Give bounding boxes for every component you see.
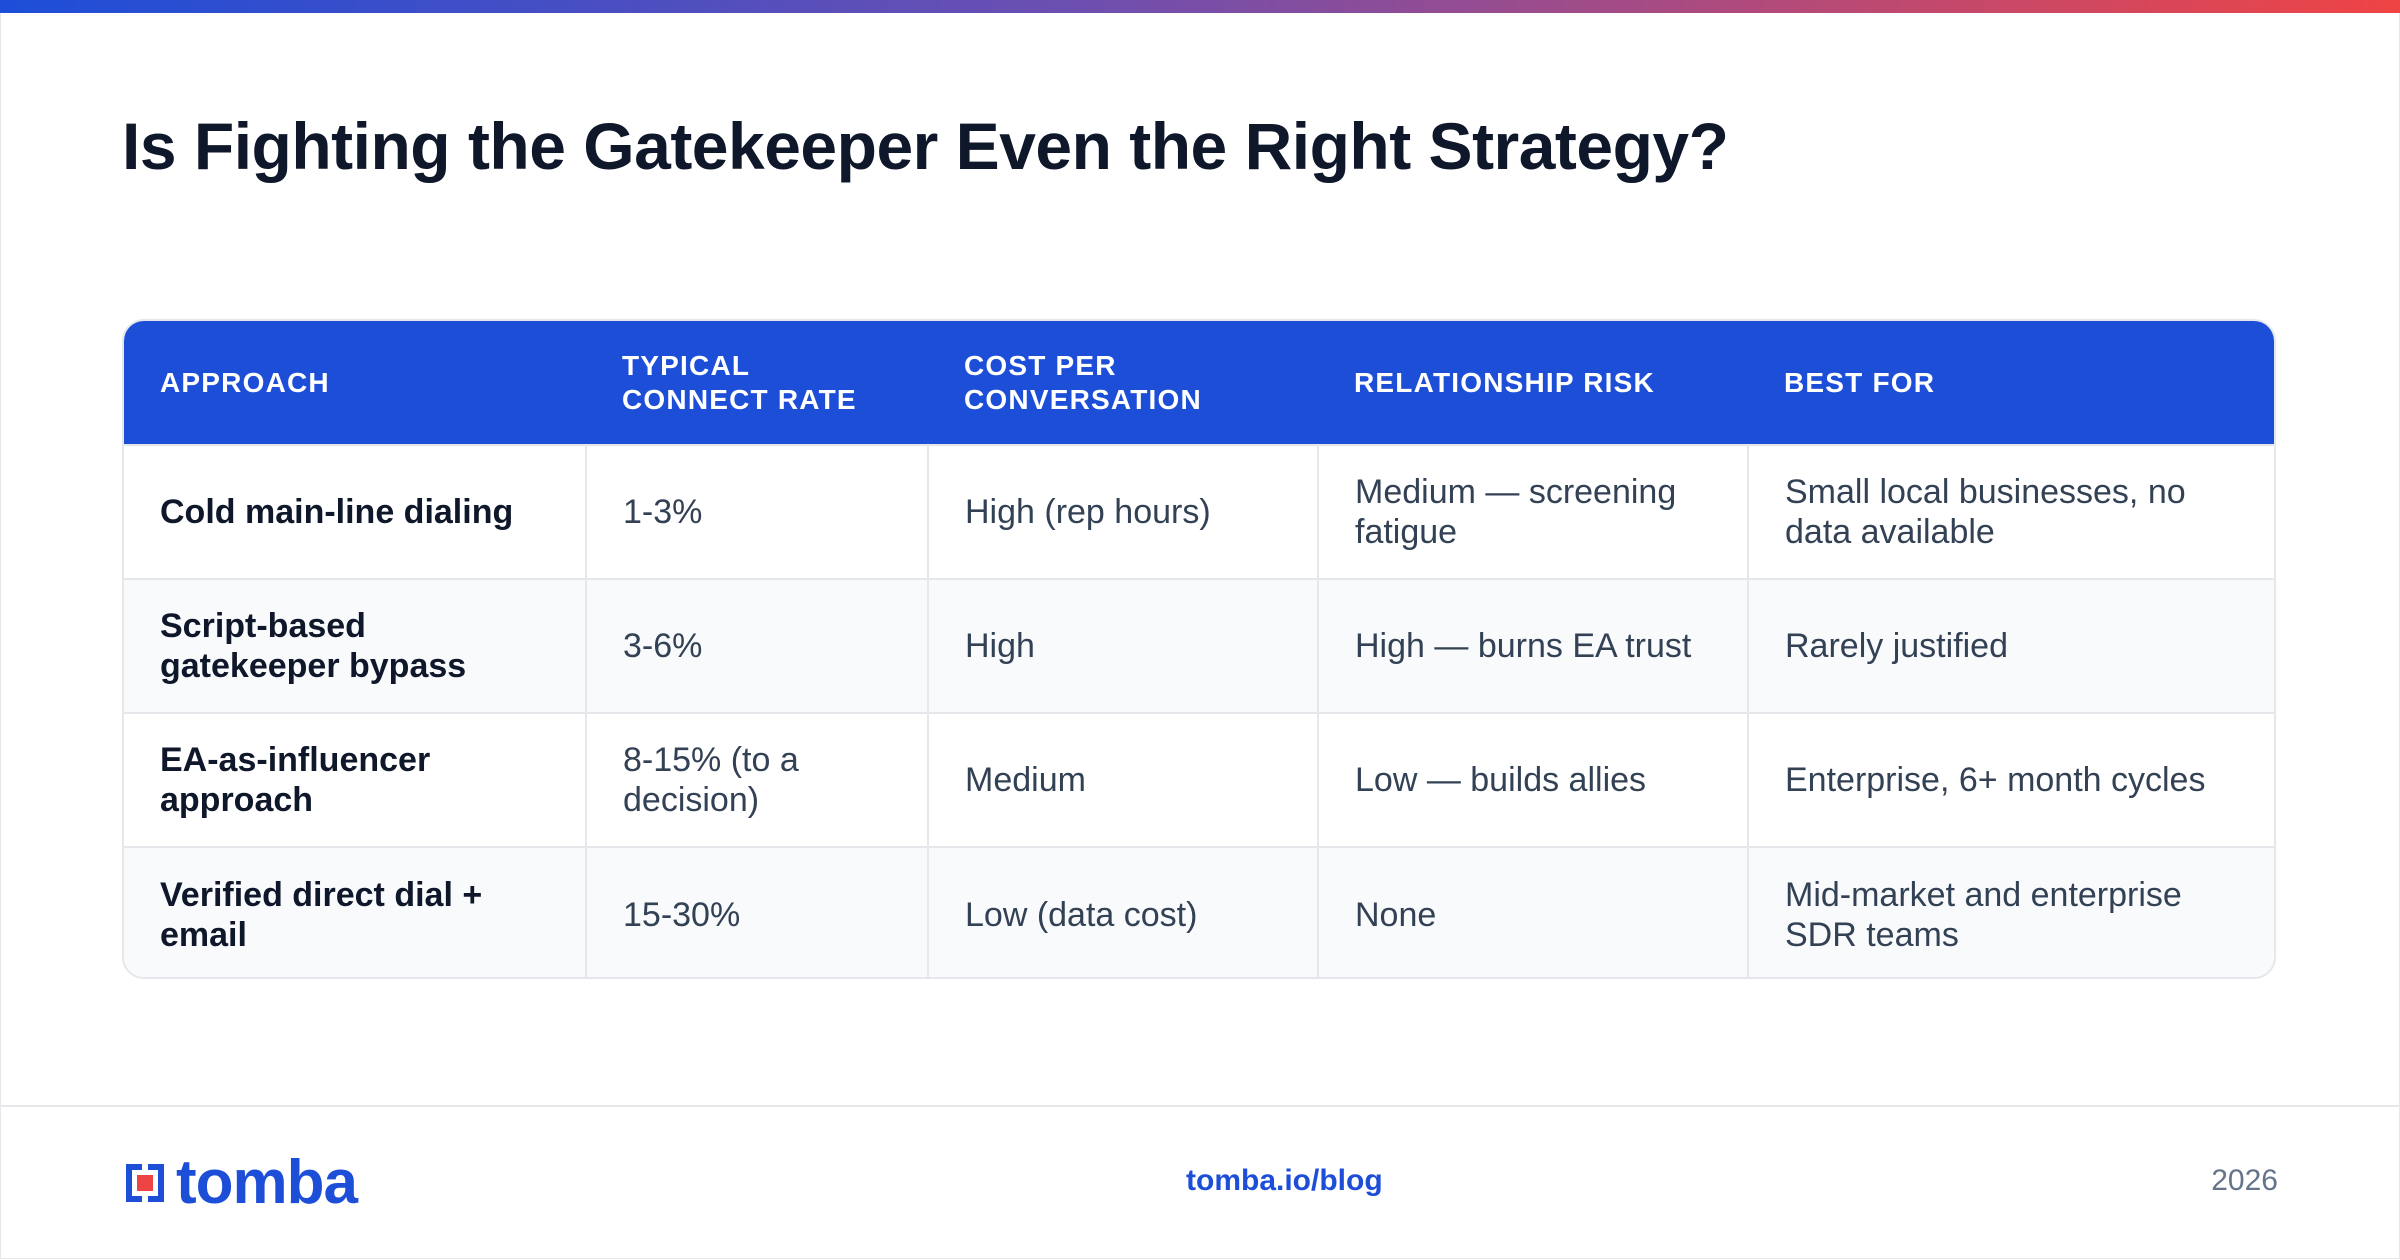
page-title: Is Fighting the Gatekeeper Even the Righ…: [122, 109, 1729, 183]
cell-approach: Verified direct dial + email: [124, 846, 586, 977]
cell-connect-rate: 15-30%: [585, 846, 928, 977]
header-cost: COST PER CONVERSATION: [964, 349, 1202, 415]
cell-approach: Script-based gatekeeper bypass: [124, 578, 586, 713]
approach-table: APPROACH TYPICAL CONNECT RATE COST PER C…: [124, 321, 2274, 977]
table-row: Verified direct dial + email 15-30% Low …: [124, 846, 2274, 977]
header-best-for: BEST FOR: [1784, 366, 1936, 398]
cell-risk: Low — builds allies: [1317, 712, 1748, 847]
cell-approach: EA-as-influencer approach: [124, 712, 586, 847]
cell-best-for: Rarely justified: [1747, 578, 2274, 713]
tomba-logo[interactable]: tomba: [122, 1148, 358, 1217]
cell-approach: Cold main-line dialing: [124, 444, 586, 579]
tomba-logo-icon: [122, 1160, 168, 1206]
cell-cost: High: [927, 578, 1318, 713]
blog-link[interactable]: tomba.io/blog: [1186, 1164, 1383, 1197]
header-approach: APPROACH: [160, 366, 330, 398]
header-risk: RELATIONSHIP RISK: [1354, 366, 1655, 398]
cell-best-for: Mid-market and enterprise SDR teams: [1747, 846, 2274, 977]
cell-cost: High (rep hours): [927, 444, 1318, 579]
footer-year: 2026: [2211, 1164, 2278, 1197]
cell-risk: Medium — screening fatigue: [1317, 444, 1748, 579]
comparison-table: APPROACH TYPICAL CONNECT RATE COST PER C…: [122, 319, 2276, 979]
header-connect-rate: TYPICAL CONNECT RATE: [622, 349, 857, 415]
cell-best-for: Enterprise, 6+ month cycles: [1747, 712, 2274, 847]
table-row: Cold main-line dialing 1-3% High (rep ho…: [124, 444, 2274, 579]
tomba-wordmark: tomba: [176, 1148, 358, 1217]
cell-risk: None: [1317, 846, 1748, 977]
cell-risk: High — burns EA trust: [1317, 578, 1748, 713]
cell-connect-rate: 1-3%: [585, 444, 928, 579]
cell-cost: Low (data cost): [927, 846, 1318, 977]
cell-cost: Medium: [927, 712, 1318, 847]
table-row: Script-based gatekeeper bypass 3-6% High…: [124, 578, 2274, 713]
table-row: EA-as-influencer approach 8-15% (to a de…: [124, 712, 2274, 847]
top-gradient-bar: [0, 0, 2400, 13]
cell-connect-rate: 8-15% (to a decision): [585, 712, 928, 847]
table-header-row: APPROACH TYPICAL CONNECT RATE COST PER C…: [124, 321, 2274, 445]
footer-divider: [0, 1105, 2400, 1107]
cell-best-for: Small local businesses, no data availabl…: [1747, 444, 2274, 579]
cell-connect-rate: 3-6%: [585, 578, 928, 713]
